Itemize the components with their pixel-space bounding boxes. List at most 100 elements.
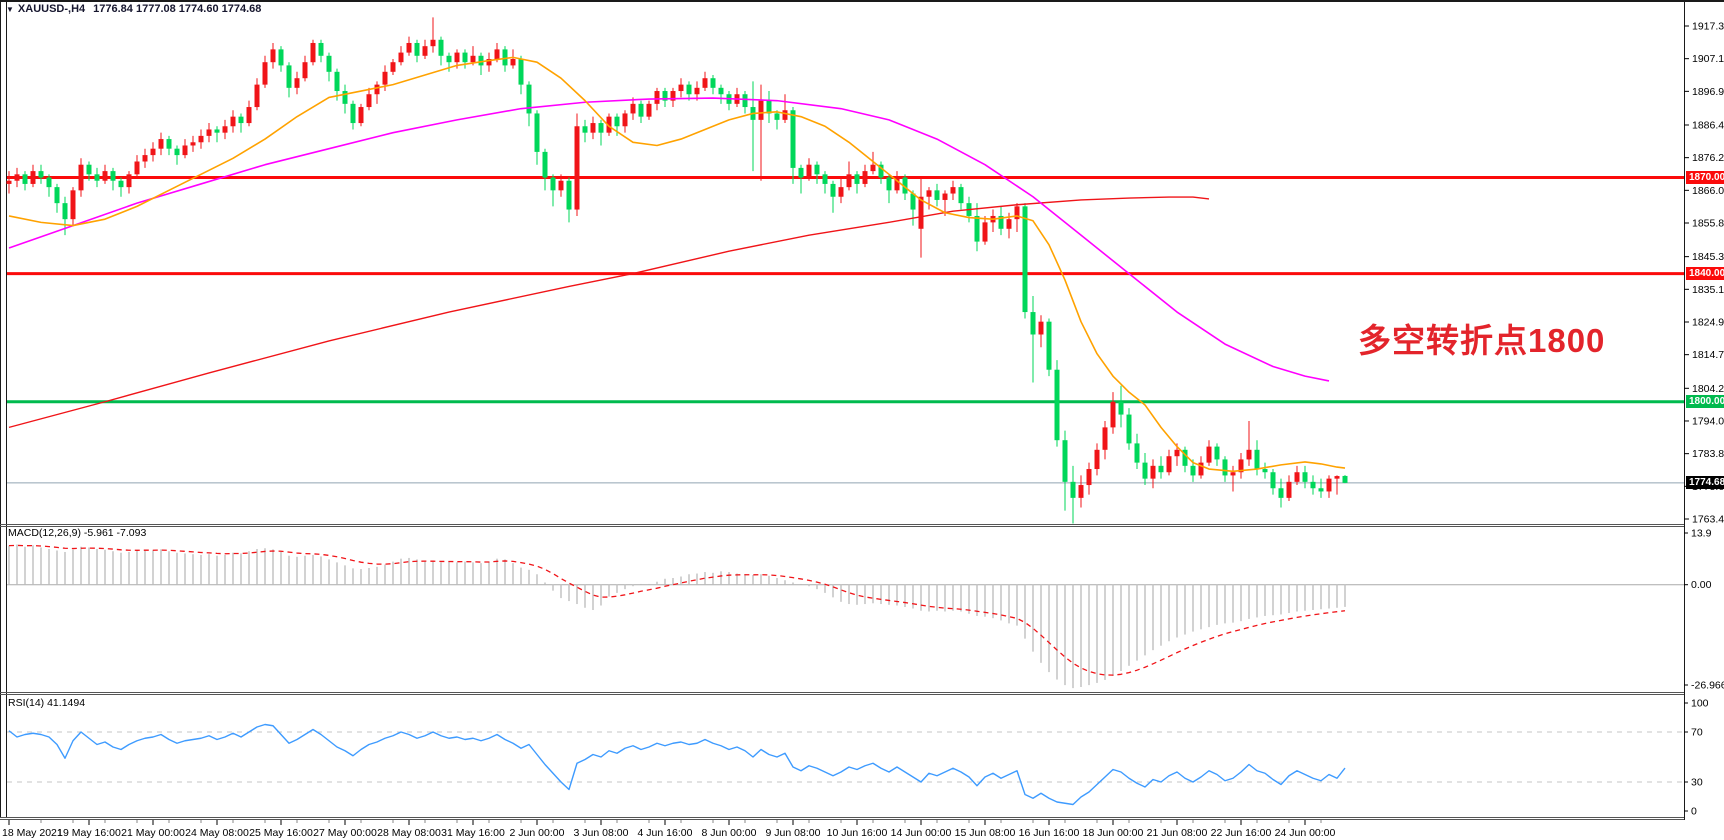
candle-body bbox=[1134, 443, 1140, 463]
candle-body bbox=[166, 139, 172, 149]
candle-body bbox=[638, 103, 644, 117]
price-tag-1840.00: 1840.00 bbox=[1686, 267, 1724, 281]
candle-body bbox=[1334, 476, 1340, 479]
candle-body bbox=[1190, 465, 1196, 476]
candle-body bbox=[382, 71, 388, 85]
candle-body bbox=[1294, 472, 1300, 482]
time-tick-label: 25 May 16:00 bbox=[249, 827, 313, 839]
candle-body bbox=[526, 84, 532, 114]
candle-body bbox=[462, 52, 468, 63]
candle-body bbox=[182, 145, 188, 156]
candle-body bbox=[1222, 459, 1228, 476]
candle-body bbox=[1086, 469, 1092, 486]
price-tick-label: 1876.20 bbox=[1692, 152, 1724, 164]
time-tick-label: 3 Jun 08:00 bbox=[574, 827, 629, 839]
window-top-border bbox=[0, 0, 1724, 2]
candle-body bbox=[318, 42, 324, 56]
time-tick-label: 9 Jun 08:00 bbox=[766, 827, 821, 839]
candle-body bbox=[1310, 481, 1316, 489]
time-tick-label: 18 Jun 00:00 bbox=[1083, 827, 1144, 839]
candle-body bbox=[1182, 449, 1188, 466]
candle-body bbox=[390, 62, 396, 72]
candle-body bbox=[46, 177, 52, 188]
price-tick-label: 1896.90 bbox=[1692, 86, 1724, 98]
candle-body bbox=[838, 187, 844, 197]
rsi-line bbox=[8, 723, 1346, 806]
candle-body bbox=[622, 113, 628, 127]
candle-body bbox=[446, 55, 452, 63]
candle-body bbox=[918, 196, 924, 229]
candle-body bbox=[334, 71, 340, 92]
candle-body bbox=[702, 78, 708, 88]
time-tick-label: 24 May 08:00 bbox=[185, 827, 249, 839]
candle-body bbox=[470, 55, 476, 63]
candle-body bbox=[30, 171, 36, 184]
candle-body bbox=[398, 52, 404, 63]
candle-body bbox=[102, 171, 108, 181]
candle-body bbox=[1286, 481, 1292, 498]
candle-body bbox=[686, 84, 692, 95]
candle-body bbox=[518, 58, 524, 85]
rsi-indicator-label: RSI(14) 41.1494 bbox=[8, 697, 86, 709]
candle-body bbox=[1102, 427, 1108, 450]
time-tick-label: 14 Jun 00:00 bbox=[891, 827, 952, 839]
price-tick-label: 1763.40 bbox=[1692, 514, 1724, 526]
candle-body bbox=[814, 164, 820, 175]
macd-signal-line bbox=[8, 544, 1346, 676]
candle-body bbox=[694, 87, 700, 95]
price-tick-label: 1845.30 bbox=[1692, 251, 1724, 263]
turning-point-annotation[interactable]: 多空转折点1800 bbox=[1358, 322, 1606, 359]
time-tick-label: 22 Jun 16:00 bbox=[1211, 827, 1272, 839]
candle-body bbox=[1238, 459, 1244, 473]
candle-body bbox=[1038, 321, 1044, 335]
slow-ma-line bbox=[8, 196, 1210, 429]
time-tick-label: 8 Jun 00:00 bbox=[702, 827, 757, 839]
candle-body bbox=[1070, 481, 1076, 498]
candle-body bbox=[558, 180, 564, 191]
candle-body bbox=[926, 190, 932, 197]
candle-body bbox=[1206, 446, 1212, 463]
candle-body bbox=[1342, 475, 1348, 483]
time-tick-label: 24 Jun 00:00 bbox=[1275, 827, 1336, 839]
candle-body bbox=[1030, 312, 1036, 335]
candle-body bbox=[934, 190, 940, 200]
time-tick-label: 28 May 08:00 bbox=[377, 827, 441, 839]
candle-body bbox=[950, 187, 956, 194]
candle-body bbox=[646, 103, 652, 117]
candle-body bbox=[326, 55, 332, 72]
candle-body bbox=[294, 78, 300, 88]
candle-body bbox=[998, 215, 1004, 229]
candle-body bbox=[854, 174, 860, 184]
time-tick-label: 2 Jun 00:00 bbox=[510, 827, 565, 839]
candle-body bbox=[670, 91, 676, 101]
candle-body bbox=[414, 42, 420, 56]
candle-body bbox=[974, 215, 980, 242]
candle-body bbox=[478, 55, 484, 66]
candle-body bbox=[454, 52, 460, 63]
collapse-triangle-icon[interactable]: ▼ bbox=[6, 5, 14, 14]
chart-title-bar: ▼ XAUUSD-,H4 1776.84 1777.08 1774.60 1774.… bbox=[6, 3, 261, 15]
candle-body bbox=[862, 171, 868, 184]
candle-body bbox=[1278, 488, 1284, 498]
candle-body bbox=[1302, 472, 1308, 482]
candle-body bbox=[958, 187, 964, 204]
candle-body bbox=[1150, 465, 1156, 479]
macd-tick-label: 0.00 bbox=[1691, 579, 1712, 591]
price-tick-label: 1783.80 bbox=[1692, 448, 1724, 460]
candle-body bbox=[870, 164, 876, 172]
candle-body bbox=[742, 94, 748, 108]
candle-body bbox=[222, 126, 228, 133]
rsi-tick-label: 100 bbox=[1691, 698, 1709, 710]
candle-body bbox=[510, 58, 516, 66]
candle-body bbox=[542, 151, 548, 178]
candle-body bbox=[766, 100, 772, 114]
candle-body bbox=[1006, 219, 1012, 229]
candle-body bbox=[942, 193, 948, 200]
candle-body bbox=[110, 171, 116, 181]
price-tag-1800.00: 1800.00 bbox=[1686, 395, 1724, 409]
price-tick-label: 1917.30 bbox=[1692, 21, 1724, 33]
candle-body bbox=[574, 126, 580, 210]
candle-body bbox=[158, 139, 164, 149]
candle-body bbox=[6, 180, 12, 184]
